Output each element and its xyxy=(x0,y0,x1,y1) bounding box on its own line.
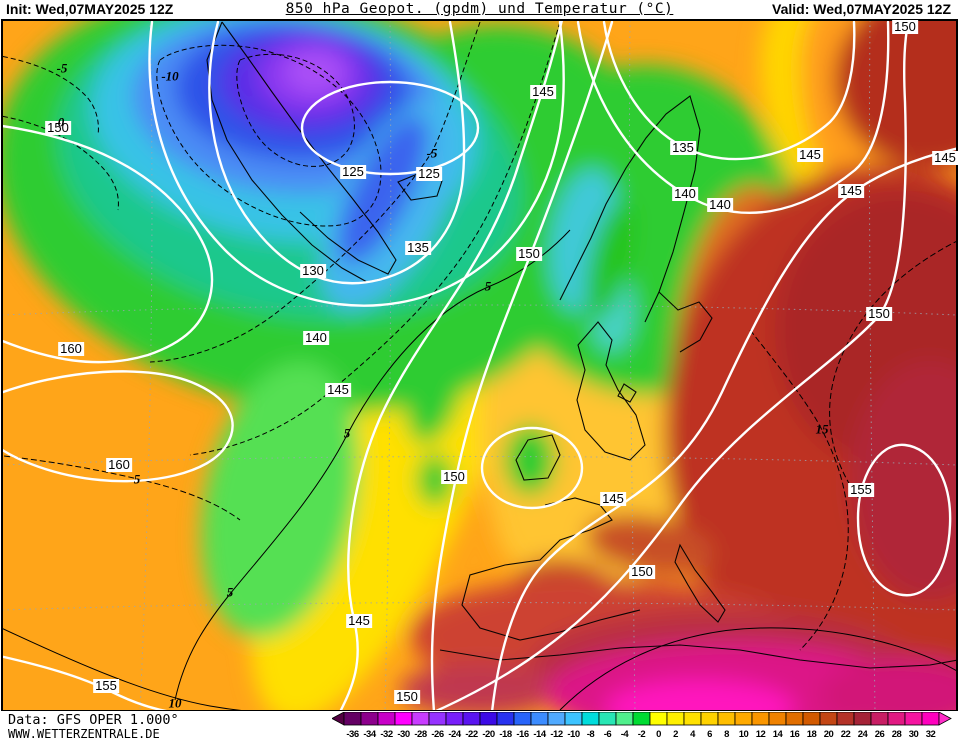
colorbar-cell xyxy=(462,712,481,726)
colorbar-cell xyxy=(343,712,362,726)
colorbar-tick-label: -36 xyxy=(346,729,358,740)
colorbar-tick-label: -26 xyxy=(431,729,443,740)
data-source-label: Data: GFS OPER 1.000° xyxy=(8,712,179,728)
colorbar-tick-label: -4 xyxy=(621,729,630,740)
colorbar-cell xyxy=(411,712,430,726)
colorbar-cell xyxy=(734,712,753,726)
colorbar-tick-label: 24 xyxy=(858,729,869,740)
colorbar-cell xyxy=(530,712,549,726)
colorbar-tick-label: -28 xyxy=(414,729,426,740)
colorbar-tick-label: -22 xyxy=(465,729,477,740)
colorbar-cell xyxy=(479,712,498,726)
colorbar-tick-label: 0 xyxy=(656,729,661,740)
colorbar-tick-label: 4 xyxy=(690,729,696,740)
website-label: WWW.WETTERZENTRALE.DE xyxy=(8,727,160,741)
colorbar-cell xyxy=(581,712,600,726)
colorbar-cell xyxy=(751,712,770,726)
temperature-contours xyxy=(2,21,957,711)
map-title: 850 hPa Geopot. (gpdm) und Temperatur (°… xyxy=(285,1,674,17)
colorbar-tick-label: 12 xyxy=(756,729,766,740)
valid-time-label: Valid: Wed,07MAY2025 12Z xyxy=(772,1,951,17)
colorbar-cell xyxy=(632,712,651,726)
map-footer: Data: GFS OPER 1.000° WWW.WETTERZENTRALE… xyxy=(0,711,959,741)
colorbar-tick-label: -32 xyxy=(380,729,392,740)
colorbar-tick-label: 14 xyxy=(773,729,784,740)
colorbar-cell xyxy=(547,712,566,726)
colorbar-cell xyxy=(887,712,906,726)
temperature-colorbar: -36 -34 -32 -30 -28 -26 -24 -22 -20 -18 -16 -14 -12-… xyxy=(332,712,952,740)
graticule xyxy=(2,20,957,711)
colorbar-cell xyxy=(819,712,838,726)
colorbar-cell xyxy=(513,712,532,726)
colorbar-tick-label: 8 xyxy=(724,729,729,740)
colorbar-cell xyxy=(836,712,855,726)
colorbar-tick-label: -24 xyxy=(448,729,461,740)
colorbar-tick-label: 22 xyxy=(841,729,851,740)
colorbar-tick-label: -16 xyxy=(516,729,528,740)
colorbar-cell xyxy=(700,712,719,726)
colorbar-tick-label: -30 xyxy=(397,729,409,740)
colorbar-cell xyxy=(666,712,685,726)
colorbar-cell xyxy=(921,712,940,726)
colorbar-cell xyxy=(394,712,413,726)
colorbar-tick-label: -2 xyxy=(638,729,646,740)
colorbar-cell xyxy=(445,712,464,726)
init-time-label: Init: Wed,07MAY2025 12Z xyxy=(6,1,174,17)
colorbar-cell xyxy=(564,712,583,726)
colorbar-cell xyxy=(870,712,889,726)
colorbar-tick-label: -12 xyxy=(550,729,562,740)
colorbar-tick-label: 16 xyxy=(790,729,800,740)
colorbar-cell xyxy=(615,712,634,726)
colorbar-cell xyxy=(683,712,702,726)
colorbar-tick-label: -20 xyxy=(482,729,494,740)
colorbar-tick-label: -14 xyxy=(533,729,546,740)
colorbar-cell xyxy=(649,712,668,726)
colorbar-tick-label: -34 xyxy=(363,729,376,740)
colorbar-cell xyxy=(717,712,736,726)
colorbar-cell xyxy=(768,712,787,726)
colorbar-tick-label: 20 xyxy=(824,729,834,740)
colorbar-tick-label: 30 xyxy=(909,729,919,740)
map-header: Init: Wed,07MAY2025 12Z 850 hPa Geopot. … xyxy=(0,0,959,20)
colorbar-tick-label: -10 xyxy=(567,729,579,740)
colorbar-cell xyxy=(428,712,447,726)
colorbar-tick-label: 18 xyxy=(807,729,817,740)
colorbar-tick-label: 26 xyxy=(875,729,885,740)
colorbar-tick-label: 28 xyxy=(892,729,902,740)
colorbar-tick-label: -8 xyxy=(587,729,595,740)
colorbar-cell xyxy=(360,712,379,726)
colorbar-arrow-right xyxy=(938,712,952,726)
colorbar-cell xyxy=(853,712,872,726)
colorbar-cell xyxy=(802,712,821,726)
colorbar-tick-label: -18 xyxy=(499,729,511,740)
colorbar-tick-label: -6 xyxy=(604,729,612,740)
colorbar-cell xyxy=(377,712,396,726)
colorbar-cell xyxy=(785,712,804,726)
colorbar-tick-label: 10 xyxy=(739,729,749,740)
colorbar-tick-label: 6 xyxy=(707,729,712,740)
colorbar-tick-label: 32 xyxy=(926,729,936,740)
colorbar-cell xyxy=(496,712,515,726)
colorbar-tick-label: 2 xyxy=(673,729,678,740)
colorbar-cell xyxy=(904,712,923,726)
colorbar-cell xyxy=(598,712,617,726)
colorbar-arrow-left xyxy=(332,712,345,726)
